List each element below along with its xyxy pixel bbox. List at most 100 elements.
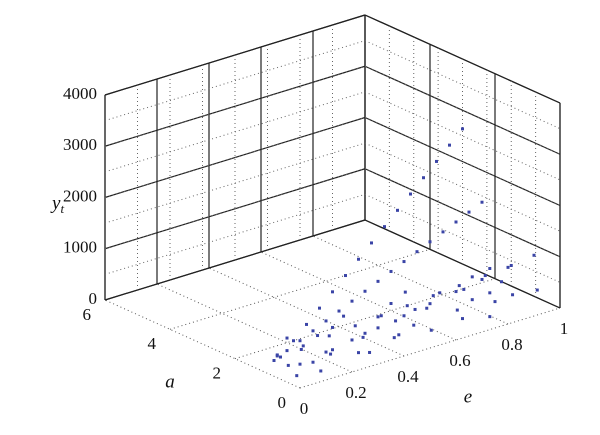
point xyxy=(480,200,484,204)
point xyxy=(350,299,354,303)
point xyxy=(412,323,416,327)
point xyxy=(535,288,539,292)
point xyxy=(483,274,487,278)
grid-line xyxy=(364,168,561,258)
point xyxy=(361,335,365,339)
point xyxy=(405,304,409,308)
point xyxy=(331,348,334,352)
point xyxy=(376,279,380,283)
minor-grid xyxy=(104,65,366,147)
x-tick-label: 0.2 xyxy=(345,383,366,402)
z-tick-label: 1000 xyxy=(63,238,97,257)
x-axis-label: e xyxy=(464,386,472,407)
minor-grid xyxy=(104,168,366,250)
point xyxy=(389,301,393,305)
point xyxy=(394,319,398,323)
grid-line xyxy=(104,299,301,389)
grid-line xyxy=(234,278,496,360)
point xyxy=(286,363,290,367)
point xyxy=(428,240,432,244)
point xyxy=(441,230,445,234)
point xyxy=(413,307,417,311)
point xyxy=(415,250,419,254)
point xyxy=(462,287,466,291)
point xyxy=(431,294,435,298)
point xyxy=(285,336,289,340)
y-tick-label: 2 xyxy=(213,364,222,383)
point xyxy=(376,315,380,319)
point xyxy=(318,306,321,310)
grid-line xyxy=(156,283,353,373)
point xyxy=(292,339,295,343)
y-tick-label: 0 xyxy=(278,393,287,412)
point xyxy=(435,159,438,163)
z-tick-label: 0 xyxy=(89,289,98,308)
point xyxy=(402,314,406,318)
point xyxy=(470,275,474,279)
grid-line xyxy=(208,267,405,357)
point xyxy=(532,253,536,257)
point xyxy=(457,284,461,288)
z-tick-label: 4000 xyxy=(63,84,97,103)
point xyxy=(467,210,471,214)
point xyxy=(324,319,328,323)
point xyxy=(298,339,302,343)
point xyxy=(316,334,320,338)
point xyxy=(363,331,367,335)
grid-line xyxy=(299,307,561,389)
point xyxy=(311,360,315,364)
x-tick-label: 0.8 xyxy=(501,335,522,354)
grid-line xyxy=(169,248,431,330)
point xyxy=(327,334,331,338)
point xyxy=(511,293,515,297)
point xyxy=(500,280,503,284)
minor-grid xyxy=(104,193,366,275)
point xyxy=(295,374,299,378)
z-axis-label-base: y xyxy=(50,193,61,214)
point xyxy=(488,266,492,270)
z-tick-label: 2000 xyxy=(63,186,97,205)
point xyxy=(428,302,432,306)
point xyxy=(272,359,276,363)
point xyxy=(488,291,492,295)
point xyxy=(357,257,360,261)
z-axis-label: yt xyxy=(50,193,64,216)
point xyxy=(493,300,497,304)
point xyxy=(331,290,334,294)
point xyxy=(480,277,484,281)
point xyxy=(402,260,406,264)
point xyxy=(461,127,464,131)
point xyxy=(337,309,341,313)
y-axis-label: a xyxy=(165,371,175,392)
point xyxy=(305,322,308,326)
grid-line xyxy=(260,251,457,341)
point xyxy=(350,338,354,342)
x-tick-label: 0 xyxy=(300,399,309,418)
point xyxy=(454,290,458,294)
point xyxy=(454,220,458,224)
point xyxy=(422,176,425,180)
point xyxy=(429,328,433,332)
x-tick-label: 0.6 xyxy=(449,351,470,370)
point xyxy=(438,291,442,295)
z-tick-label: 3000 xyxy=(63,135,97,154)
point xyxy=(506,265,510,269)
point xyxy=(324,350,328,354)
point xyxy=(470,298,474,302)
grid-line xyxy=(364,116,561,207)
y-tick-label: 6 xyxy=(83,305,92,324)
point xyxy=(425,306,429,310)
point xyxy=(383,225,386,229)
point xyxy=(396,208,399,212)
point xyxy=(379,314,383,318)
minor-grid xyxy=(104,117,366,198)
grid-line xyxy=(364,65,561,155)
x-tick-label: 1 xyxy=(560,319,569,338)
point xyxy=(298,362,302,366)
point xyxy=(448,143,451,147)
point xyxy=(409,192,412,196)
x-tick-label: 0.4 xyxy=(397,367,419,386)
point xyxy=(403,290,407,294)
z-axis-label-subscript: t xyxy=(60,201,64,216)
